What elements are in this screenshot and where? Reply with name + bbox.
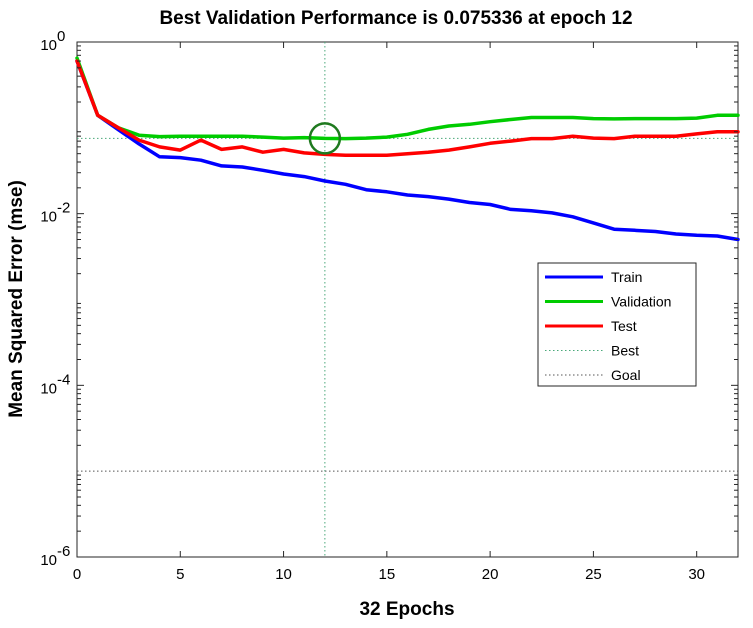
legend-label-test: Test	[611, 318, 637, 334]
y-tick-label: 10-4	[40, 371, 70, 397]
x-tick-label: 30	[688, 566, 705, 583]
y-tick-label: 10-6	[40, 543, 70, 569]
series-line-validation	[75, 56, 740, 141]
y-tick-exponent: -2	[57, 200, 70, 217]
y-tick-label: 10-2	[40, 200, 70, 226]
legend-label-validation: Validation	[611, 294, 671, 310]
legend-label-train: Train	[611, 269, 642, 285]
x-tick-label: 0	[73, 566, 81, 583]
y-tick-base: 10	[40, 552, 57, 569]
y-axis-label: Mean Squared Error (mse)	[6, 180, 27, 418]
y-tick-exponent: 0	[57, 28, 65, 45]
legend: Train Validation Test Best Goal	[537, 262, 697, 387]
best-point-marker	[308, 122, 342, 155]
y-tick-base: 10	[40, 37, 57, 54]
series-line-train	[75, 59, 740, 242]
legend-label-best: Best	[611, 343, 639, 359]
x-axis-label: 32 Epochs	[359, 599, 454, 620]
y-tick-base: 10	[40, 380, 57, 397]
y-tick-exponent: -6	[57, 543, 70, 560]
x-tick-label: 20	[482, 566, 499, 583]
chart-title: Best Validation Performance is 0.075336 …	[159, 8, 632, 29]
y-tick-exponent: -4	[57, 371, 70, 388]
y-tick-base: 10	[40, 209, 57, 226]
x-tick-label: 5	[176, 566, 184, 583]
legend-label-goal: Goal	[611, 367, 641, 383]
series-line-test	[75, 59, 740, 157]
y-tick-label: 100	[40, 28, 65, 54]
x-tick-label: 10	[275, 566, 292, 583]
x-tick-label: 15	[379, 566, 396, 583]
x-tick-label: 25	[585, 566, 602, 583]
